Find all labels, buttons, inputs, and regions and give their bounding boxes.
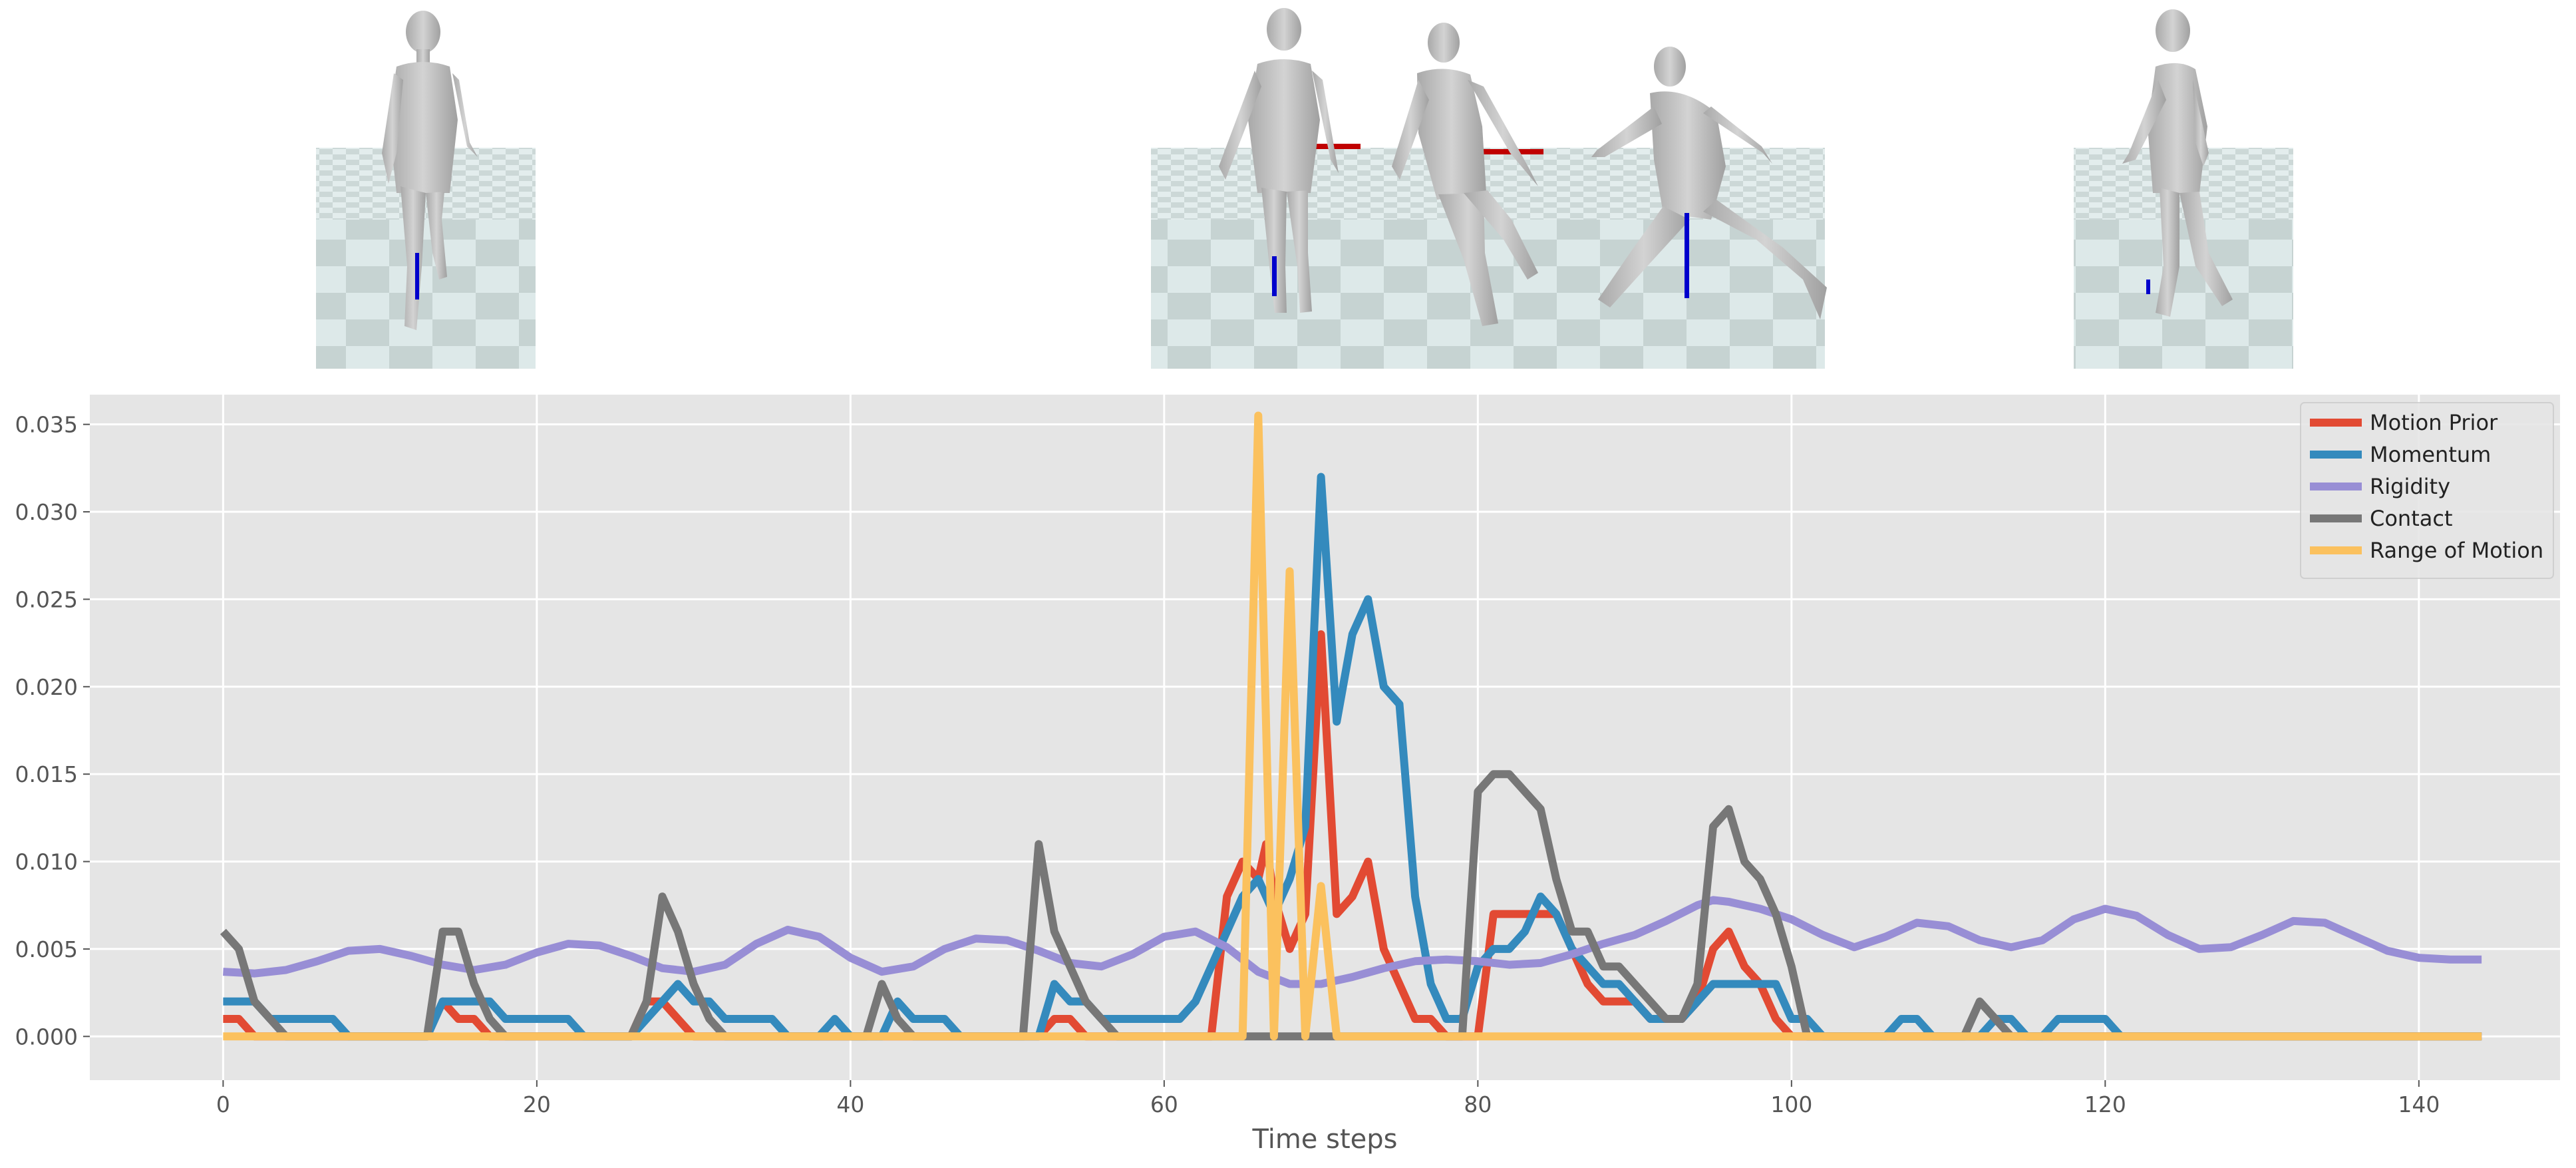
- y-tick-label: 0.030: [15, 499, 78, 525]
- pose-thumbnails: [316, 8, 2293, 369]
- thumbnail-3: [2074, 9, 2293, 369]
- x-tick-label: 40: [836, 1091, 864, 1117]
- series-line-momentum: [223, 473, 2482, 1041]
- thumbnail-2: [1151, 8, 1827, 369]
- series-line-range-of-motion: [223, 411, 2482, 1041]
- contact-marker: [1685, 213, 1689, 298]
- y-tick-label: 0.035: [15, 412, 78, 438]
- legend-label-contact: Contact: [2370, 506, 2453, 531]
- legend-label-range-of-motion: Range of Motion: [2370, 538, 2543, 563]
- y-tick-label: 0.015: [15, 761, 78, 787]
- floor-near: [2074, 220, 2293, 369]
- series-lines: [220, 411, 2482, 1041]
- legend-label-rigidity: Rigidity: [2370, 474, 2450, 499]
- x-axis-label: Time steps: [1252, 1124, 1398, 1155]
- x-tick-label: 20: [523, 1091, 551, 1117]
- x-tick-label: 140: [2398, 1091, 2440, 1117]
- x-tick-label: 100: [1770, 1091, 1812, 1117]
- human-figure: [1219, 8, 1339, 313]
- legend-label-motion-prior: Motion Prior: [2370, 410, 2498, 435]
- human-figure: [1591, 47, 1827, 319]
- contact-marker: [415, 253, 419, 299]
- y-tick-label: 0.025: [15, 586, 78, 612]
- y-tick-label: 0.010: [15, 849, 78, 875]
- x-tick-label: 0: [216, 1091, 230, 1117]
- x-tick-label: 60: [1150, 1091, 1178, 1117]
- thumbnail-1: [316, 11, 536, 369]
- human-figure: [1392, 23, 1538, 326]
- series-line-rigidity: [223, 896, 2482, 988]
- y-tick-label: 0.005: [15, 936, 78, 962]
- legend-label-momentum: Momentum: [2370, 442, 2491, 467]
- legend: Motion Prior Momentum Rigidity Contact Range…: [2300, 402, 2554, 579]
- contact-marker: [2146, 280, 2150, 294]
- x-tick-label: 80: [1464, 1091, 1492, 1117]
- x-tick-label: 120: [2084, 1091, 2126, 1117]
- y-tick-label: 0.020: [15, 674, 78, 700]
- human-figure: [382, 11, 478, 330]
- human-figure: [2122, 9, 2233, 317]
- contact-marker: [1272, 256, 1277, 296]
- axis-ticks: 0 20 40 60 80 100 120 140 0.000 0.005 0.010 0.015 0.…: [15, 412, 2440, 1117]
- legend-box: [2300, 402, 2554, 579]
- y-tick-label: 0.000: [15, 1024, 78, 1050]
- floor-near: [316, 220, 536, 369]
